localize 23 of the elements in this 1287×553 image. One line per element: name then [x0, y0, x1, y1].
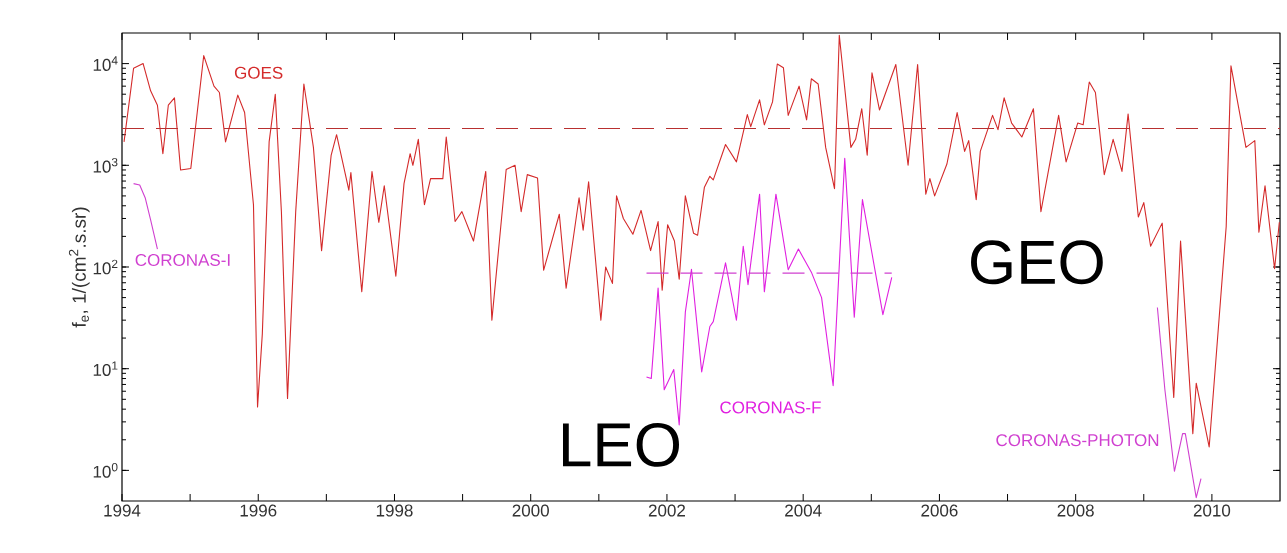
x-tick-label: 2000: [512, 504, 549, 517]
x-tick-label: 2004: [785, 504, 822, 517]
series-label: CORONAS-PHOTON: [996, 434, 1159, 447]
x-tick-label: 1998: [376, 504, 413, 517]
x-tick-label: 2006: [921, 504, 958, 517]
y-tick-label: 10$^{1}$: [93, 361, 118, 376]
x-tick-label: 2008: [1057, 504, 1094, 517]
series-label: GOES: [234, 66, 283, 79]
annotation: LEO: [563, 422, 679, 467]
line-series: [1156, 306, 1202, 499]
y-tick-label: 10$^{3}$: [93, 157, 118, 173]
x-tick-label: 1996: [240, 504, 277, 517]
y-tick-label: 10$^{4}$: [93, 56, 118, 71]
y-tick-label: 10$^{0}$: [93, 463, 118, 478]
x-tick-label: 1994: [104, 504, 141, 517]
series-label: CORONAS-F: [720, 401, 821, 414]
line-series: [133, 183, 158, 250]
annotation: GEO: [971, 240, 1103, 285]
y-tick-label: 10$^{2}$: [93, 259, 118, 275]
x-tick-label: 2002: [648, 504, 685, 517]
series-label: CORONAS-I: [135, 253, 230, 266]
y-axis-title: f$_{e}$, 1/(cm$^{2}$.s.sr): [68, 207, 90, 328]
x-tick-label: 2010: [1193, 504, 1231, 517]
